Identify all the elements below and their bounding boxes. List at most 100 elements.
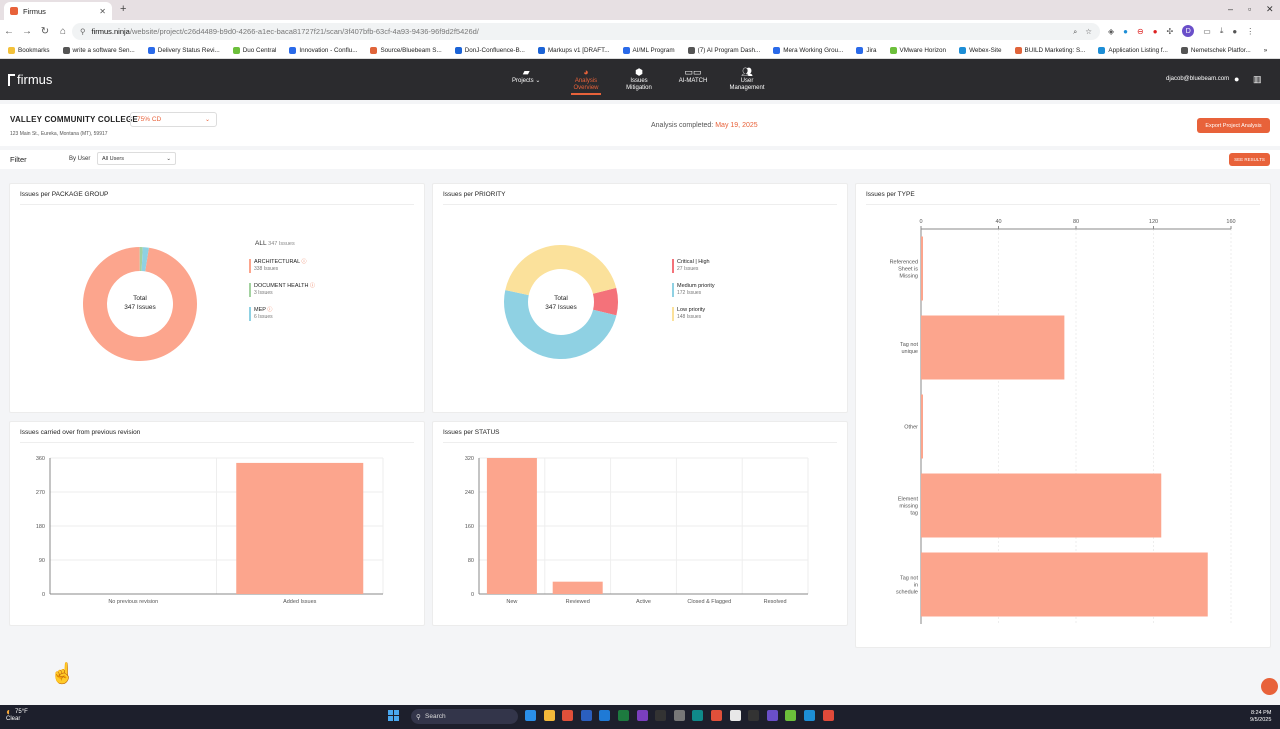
- see-results-button[interactable]: SEE RESULTS: [1229, 153, 1270, 166]
- nav-user-management[interactable]: 👥︎ User Management: [727, 66, 767, 92]
- bookmark-item[interactable]: Markups v1 [DRAFT...: [537, 46, 610, 54]
- type-bar-chart[interactable]: 0 40 80 120 160 Referenced Sheet is Missing Tag …: [856, 184, 1272, 649]
- info-icon[interactable]: ⓘ: [267, 307, 273, 313]
- bookmark-item[interactable]: Webex-Site: [959, 46, 1002, 54]
- status-bar-chart[interactable]: 0 80 160 240 320 New Reviewed Active Closed & Fl…: [433, 422, 849, 627]
- nav-ai-match[interactable]: ▭▭ AI-MATCH: [676, 66, 710, 85]
- extension-icon[interactable]: ◈: [1108, 26, 1115, 36]
- bookmark-item[interactable]: Innovation - Conflu...: [289, 46, 357, 54]
- puzzle-icon[interactable]: ✣: [1166, 26, 1174, 36]
- info-icon[interactable]: ⓘ: [310, 283, 316, 289]
- bookmark-item[interactable]: Application Listing f...: [1098, 46, 1168, 54]
- bookmark-item[interactable]: »: [1264, 47, 1268, 54]
- reload-icon[interactable]: ↻: [40, 25, 50, 37]
- y-tick-label: 320: [465, 456, 474, 462]
- taskbar-app-icon[interactable]: [711, 710, 722, 721]
- taskbar-app-icon[interactable]: [766, 710, 778, 721]
- legend-item[interactable]: MEP ⓘ 6 Issues: [249, 307, 273, 321]
- back-icon[interactable]: ←: [4, 25, 14, 37]
- extension-icon[interactable]: ●: [1152, 26, 1158, 36]
- side-panel-icon[interactable]: ▭: [1203, 26, 1211, 36]
- account-icon[interactable]: ●: [1234, 74, 1240, 84]
- package-donut-chart[interactable]: [80, 244, 200, 364]
- taskbar-app-icon[interactable]: [525, 710, 536, 721]
- bookmark-item[interactable]: DonJ-Confluence-B...: [454, 46, 525, 54]
- taskbar-app-icon[interactable]: [822, 710, 834, 721]
- bookmark-item[interactable]: Mera Working Grou...: [773, 46, 843, 54]
- user-email[interactable]: djacob@bluebeam.com: [1166, 76, 1230, 82]
- site-info-icon[interactable]: ⚲: [80, 27, 86, 36]
- user-filter-select[interactable]: All Users ⌄: [97, 152, 176, 165]
- taskbar-app-icon[interactable]: [618, 710, 629, 721]
- taskbar-app-icon[interactable]: [655, 710, 667, 721]
- taskbar-app-icon[interactable]: [543, 710, 555, 721]
- home-icon[interactable]: ⌂: [59, 25, 67, 37]
- taskbar-app-icon[interactable]: [599, 710, 611, 721]
- address-bar[interactable]: ⚲ firmus.ninja/website/project/c26d4489-b…: [72, 23, 1100, 40]
- divider: [443, 442, 837, 443]
- weather-widget[interactable]: ◐ 75°F Clear: [6, 708, 28, 723]
- taskbar-app-icon[interactable]: [692, 710, 704, 721]
- zoom-icon[interactable]: ⌕: [1073, 26, 1078, 36]
- bookmark-item[interactable]: VMware Horizon: [889, 46, 946, 54]
- priority-donut-chart[interactable]: [503, 244, 619, 360]
- export-analysis-button[interactable]: Export Project Analysis: [1197, 118, 1270, 133]
- minimize-icon[interactable]: –: [1228, 4, 1234, 14]
- status-card: Issues per STATUS 0 80 160 240 320 New Reviewe…: [432, 421, 848, 626]
- bookmark-item[interactable]: (7) AI Program Dash...: [687, 46, 760, 54]
- new-tab-button[interactable]: +: [120, 3, 127, 15]
- library-icon[interactable]: ▥: [1253, 74, 1262, 84]
- bookmark-star-icon[interactable]: ☆: [1085, 27, 1092, 36]
- chat-widget-button[interactable]: [1261, 678, 1278, 695]
- legend-all[interactable]: ALL 347 Issues: [255, 240, 295, 247]
- windows-start-icon[interactable]: [388, 710, 399, 721]
- weather-temp: 75°F: [15, 709, 28, 715]
- download-icon[interactable]: ⤓: [1219, 26, 1224, 35]
- firmus-logo[interactable]: firmus: [8, 72, 52, 87]
- legend-item[interactable]: Medium priority 172 Issues: [672, 283, 715, 297]
- bookmark-label: BUILD Marketing: S...: [1024, 46, 1086, 54]
- legend-item[interactable]: DOCUMENT HEALTH ⓘ 3 Issues: [249, 283, 315, 297]
- close-window-icon[interactable]: ✕: [1266, 4, 1274, 14]
- extension-icon[interactable]: ⊖: [1137, 26, 1144, 36]
- taskbar-search[interactable]: ⚲ Search: [411, 709, 518, 724]
- package-group-card: Issues per PACKAGE GROUP Total 347 Issues…: [9, 183, 425, 413]
- info-icon[interactable]: ⓘ: [301, 259, 307, 265]
- legend-item[interactable]: Low priority 148 Issues: [672, 307, 705, 321]
- legend-item[interactable]: Critical | High 27 Issues: [672, 259, 710, 273]
- taskbar-app-icon[interactable]: [729, 710, 741, 721]
- taskbar-clock[interactable]: 8:24 PM 9/5/2025: [1250, 710, 1271, 724]
- bookmark-item[interactable]: Bookmarks: [8, 46, 50, 54]
- taskbar-app-icon[interactable]: [804, 710, 815, 721]
- legend-count: 3 Issues: [254, 290, 273, 296]
- browser-tab[interactable]: Firmus ✕: [4, 2, 112, 20]
- taskbar-app-icon[interactable]: [673, 710, 685, 721]
- taskbar-app-icon[interactable]: [748, 710, 760, 721]
- bookmark-item[interactable]: BUILD Marketing: S...: [1014, 46, 1086, 54]
- extension-icon[interactable]: ●: [1123, 26, 1128, 36]
- legend-item[interactable]: ARCHITECTURAL ⓘ 338 Issues: [249, 259, 307, 273]
- menu-icon[interactable]: ⋮: [1246, 26, 1255, 36]
- taskbar-app-icon[interactable]: [580, 710, 592, 721]
- nav-projects[interactable]: ▰ Projects ⌄: [512, 67, 541, 84]
- taskbar-app-icon[interactable]: [785, 710, 797, 721]
- carried-over-bar-chart[interactable]: 0 90 180 270 360 No previous revision Added Is…: [10, 422, 426, 627]
- close-tab-icon[interactable]: ✕: [99, 6, 106, 16]
- nav-analysis-overview[interactable]: ◕ Analysis Overview: [570, 66, 602, 95]
- profile-icon[interactable]: ●: [1232, 26, 1238, 36]
- profile-avatar[interactable]: D: [1182, 25, 1195, 37]
- phase-select[interactable]: 75% CD ⌄: [130, 112, 217, 127]
- bookmark-item[interactable]: Nemetschek Platfor...: [1180, 46, 1251, 54]
- bookmark-item[interactable]: Jira: [856, 46, 877, 54]
- taskbar-app-icon[interactable]: [636, 710, 648, 721]
- restore-icon[interactable]: ▫: [1248, 4, 1252, 14]
- bookmark-item[interactable]: write a software Sen...: [62, 46, 135, 54]
- nav-issues-mitigation[interactable]: ⬢ Issues Mitigation: [623, 66, 655, 92]
- bookmark-favicon-icon: [537, 46, 545, 54]
- bookmark-item[interactable]: AI/ML Program: [622, 46, 675, 54]
- bookmark-item[interactable]: Duo Central: [232, 46, 276, 54]
- forward-icon[interactable]: →: [22, 25, 32, 37]
- bookmark-item[interactable]: Delivery Status Revi...: [147, 46, 220, 54]
- bookmark-item[interactable]: Source/Bluebeam S...: [370, 46, 442, 54]
- taskbar-app-icon[interactable]: [562, 710, 574, 721]
